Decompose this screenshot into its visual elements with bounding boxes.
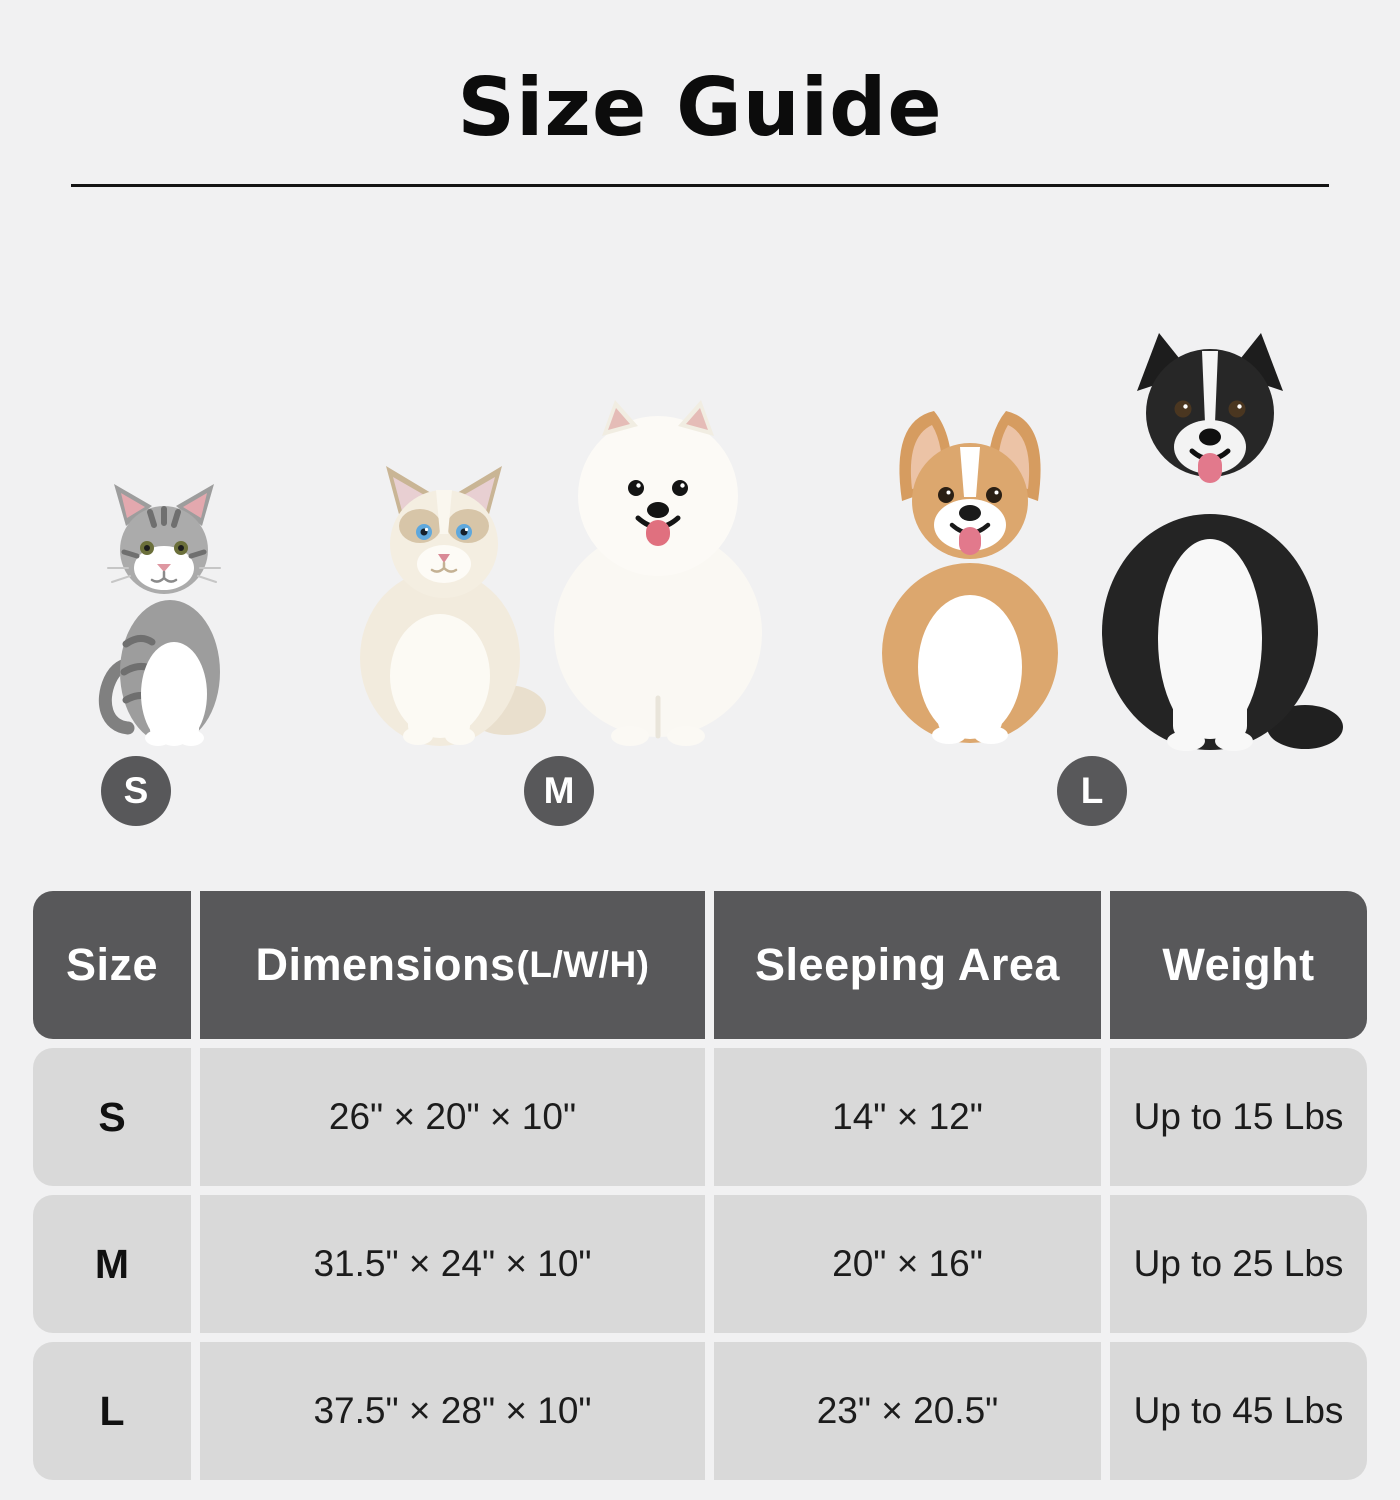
table-row-m: M 31.5" × 24" × 10" 20" × 16" Up to 25 L… [33,1195,1367,1333]
table-body: S 26" × 20" × 10" 14" × 12" Up to 15 Lbs… [33,1048,1367,1480]
ragdoll-cat-image [360,466,546,746]
column-header-sleeping-area: Sleeping Area [714,891,1101,1039]
tabby-cat-image [98,484,221,746]
corgi-dog-image [882,411,1058,744]
size-guide-table: Size Dimensions (L/W/H) Sleeping Area Wei… [33,891,1367,1480]
dimensions-value: 37.5" × 28" × 10" [200,1342,705,1480]
size-value: S [33,1048,191,1186]
column-header-weight: Weight [1110,891,1367,1039]
border-collie-dog-image [1102,333,1343,751]
dimensions-unit-hint: (L/W/H) [516,944,650,985]
dimensions-value: 31.5" × 24" × 10" [200,1195,705,1333]
title-divider [71,184,1329,187]
dimensions-value: 26" × 20" × 10" [200,1048,705,1186]
weight-value: Up to 25 Lbs [1110,1195,1367,1333]
size-badge-s: S [101,756,171,826]
size-badge-l: L [1057,756,1127,826]
pomeranian-dog-image [554,400,762,746]
size-value: L [33,1342,191,1480]
sleeping-area-value: 20" × 16" [714,1195,1101,1333]
column-header-dimensions: Dimensions (L/W/H) [200,891,705,1039]
table-header-row: Size Dimensions (L/W/H) Sleeping Area Wei… [33,891,1367,1039]
pet-size-comparison: S M L [0,187,1400,891]
sleeping-area-value: 23" × 20.5" [714,1342,1101,1480]
column-header-size: Size [33,891,191,1039]
sleeping-area-value: 14" × 12" [714,1048,1101,1186]
size-badge-m: M [524,756,594,826]
size-value: M [33,1195,191,1333]
weight-value: Up to 45 Lbs [1110,1342,1367,1480]
table-row-l: L 37.5" × 28" × 10" 23" × 20.5" Up to 45… [33,1342,1367,1480]
page-title: Size Guide [457,61,943,154]
weight-value: Up to 15 Lbs [1110,1048,1367,1186]
table-row-s: S 26" × 20" × 10" 14" × 12" Up to 15 Lbs [33,1048,1367,1186]
